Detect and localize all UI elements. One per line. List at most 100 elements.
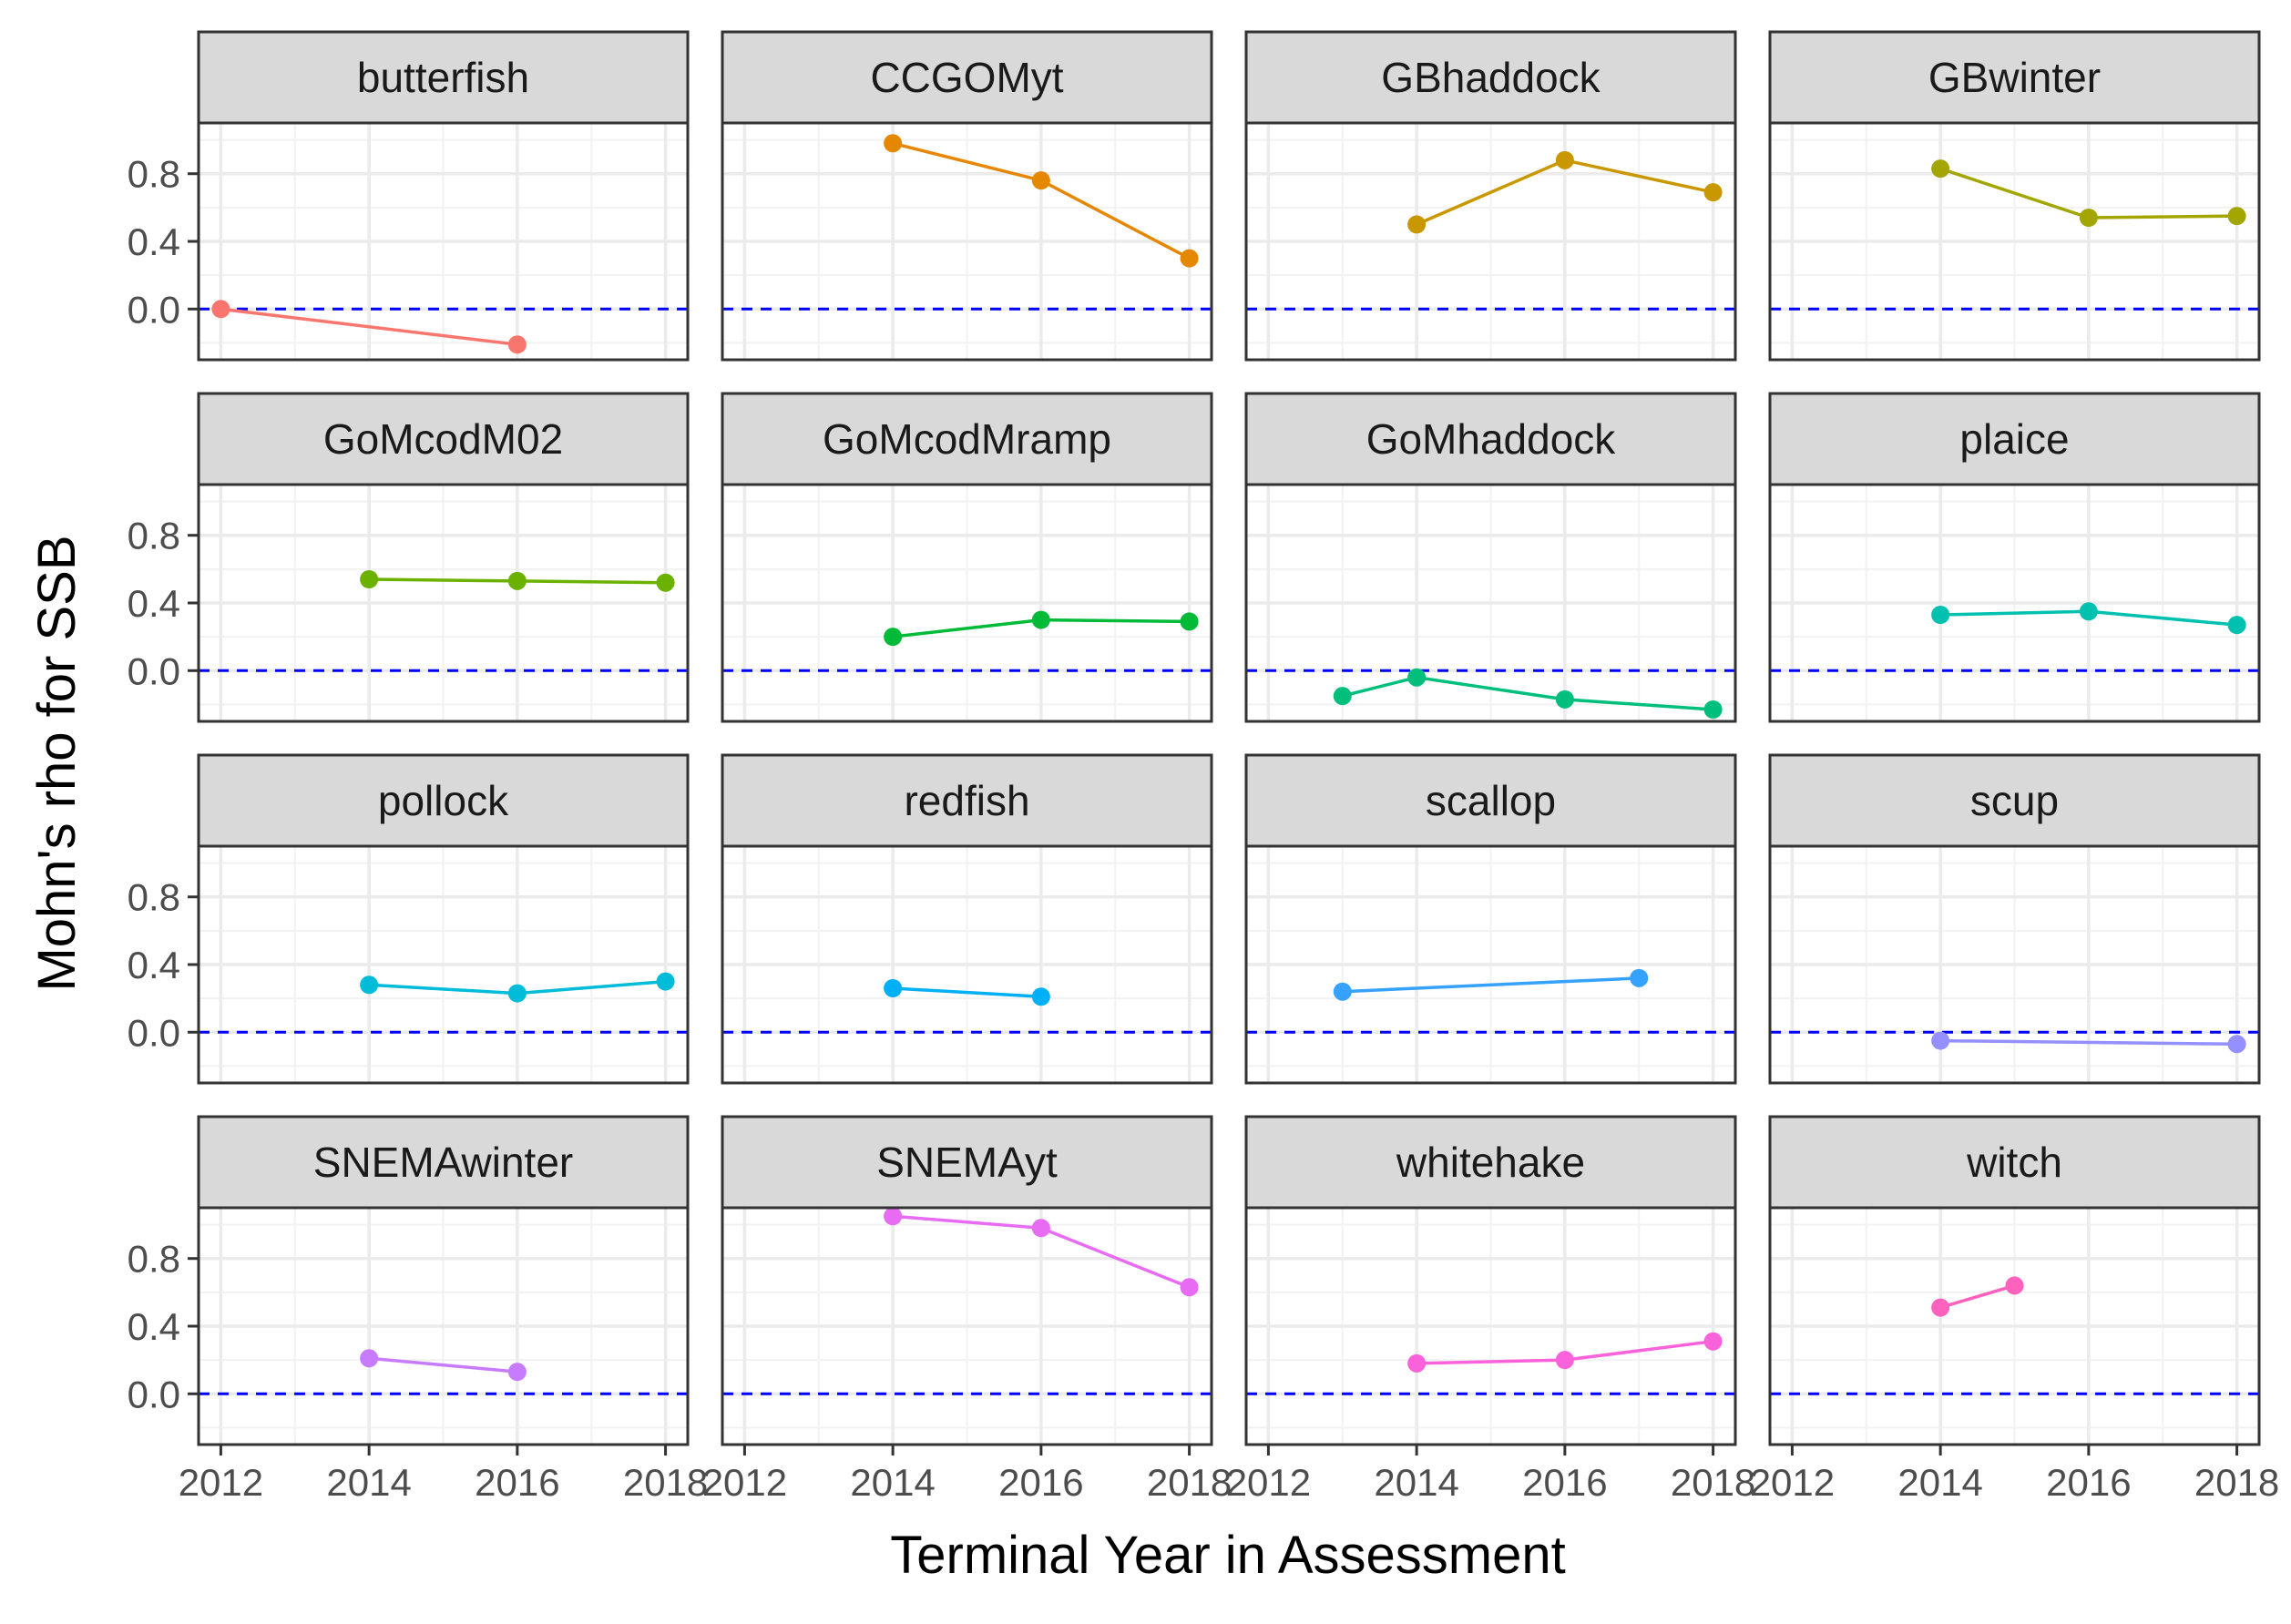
facet-panel-scup: scup — [1768, 753, 2261, 1085]
data-point — [884, 1207, 903, 1226]
data-point — [1180, 249, 1199, 268]
strip-label: pollock — [378, 777, 509, 824]
data-point — [2227, 616, 2246, 635]
strip-background — [1244, 392, 1737, 486]
data-point — [1180, 1278, 1199, 1297]
strip-label: redfish — [904, 777, 1029, 824]
panel-border — [721, 121, 1213, 362]
y-tick-label: 0.4 — [128, 1305, 180, 1348]
facet-panel-scallop: scallop — [1244, 753, 1737, 1085]
y-tick-label: 0.0 — [128, 649, 180, 692]
x-tick-label: 2018 — [1671, 1461, 1755, 1504]
panel-border — [1768, 483, 2261, 723]
data-point — [2227, 1035, 2246, 1054]
x-tick-label: 2018 — [623, 1461, 708, 1504]
y-tick-label: 0.8 — [128, 515, 180, 557]
facet-panel-pollock: pollock 0.0 0.4 0.8 — [128, 753, 690, 1085]
data-point — [1703, 700, 1723, 719]
facet-panel-witch: witch 2012 2014 2016 2018 — [1750, 1115, 2279, 1504]
series-line-witch — [1939, 1283, 2015, 1310]
series-line-scallop — [1342, 976, 1640, 994]
data-point — [1703, 183, 1723, 202]
data-point — [1630, 968, 1649, 987]
strip-label: plaice — [1959, 415, 2069, 463]
data-point — [211, 300, 230, 319]
strip-background — [1244, 30, 1737, 125]
facet-panel-redfish: redfish — [721, 753, 1213, 1085]
data-point — [1031, 171, 1050, 190]
facet-panel-plaice: plaice — [1768, 392, 2261, 723]
data-point — [507, 335, 527, 354]
panel-border — [1244, 121, 1737, 362]
strip-label: GBwinter — [1928, 54, 2101, 101]
strip-background — [1244, 1115, 1737, 1210]
x-tick-label: 2014 — [326, 1461, 411, 1504]
data-point — [1031, 610, 1050, 629]
data-point — [360, 570, 379, 588]
strip-label: SNEMAyt — [876, 1139, 1058, 1186]
data-point — [2079, 602, 2098, 621]
strip-label: scallop — [1426, 777, 1556, 824]
y-tick-label: 0.0 — [128, 1011, 180, 1054]
strip-label: scup — [1970, 777, 2059, 824]
strip-label: butterfish — [357, 54, 529, 101]
y-tick-label: 0.0 — [128, 1373, 180, 1415]
x-tick-label: 2014 — [1897, 1461, 1982, 1504]
facet-panel-SNEMAyt: SNEMAyt 2012 2014 2016 2018 — [702, 1115, 1232, 1504]
data-point — [1407, 215, 1427, 234]
strip-background — [721, 1115, 1213, 1210]
data-point — [1031, 1219, 1050, 1238]
series-line-redfish — [893, 986, 1041, 999]
x-tick-label: 2016 — [1522, 1461, 1607, 1504]
data-point — [1031, 987, 1050, 1006]
data-point — [360, 1349, 379, 1368]
x-tick-label: 2016 — [475, 1461, 559, 1504]
x-tick-label: 2014 — [1374, 1461, 1458, 1504]
strip-label: whitehake — [1396, 1139, 1585, 1186]
strip-background — [1768, 30, 2261, 125]
data-point — [2005, 1276, 2024, 1295]
data-point — [507, 571, 527, 590]
x-axis-title: Terminal Year in Assessment — [890, 1526, 1565, 1585]
series-line-scup — [1940, 1038, 2237, 1047]
strip-background — [1768, 1115, 2261, 1210]
series-line-SNEMAwinter — [368, 1356, 518, 1374]
strip-background — [721, 30, 1213, 125]
y-tick-label: 0.8 — [128, 1238, 180, 1281]
panel-border — [1244, 483, 1737, 723]
x-tick-label: 2012 — [179, 1461, 263, 1504]
data-point — [1333, 687, 1352, 706]
y-axis-title: Mohn's rho for SSB — [27, 535, 87, 991]
facet-panel-GoMcodMramp: GoMcodMramp — [721, 392, 1213, 723]
panel-border — [721, 1206, 1213, 1446]
series-line-butterfish — [220, 307, 518, 347]
strip-background — [1244, 753, 1737, 848]
data-point — [1931, 1031, 1950, 1050]
y-tick-label: 0.8 — [128, 876, 180, 919]
strip-label: witch — [1966, 1139, 2062, 1186]
x-tick-label: 2016 — [2046, 1461, 2131, 1504]
panel-border — [1768, 121, 2261, 362]
data-point — [1931, 1298, 1950, 1317]
strip-label: SNEMAwinter — [313, 1139, 573, 1186]
y-tick-label: 0.0 — [128, 288, 180, 331]
facet-panel-whitehake: whitehake 2012 2014 2016 2018 — [1226, 1115, 1755, 1504]
data-point — [1180, 612, 1199, 631]
facet-panel-GoMcodM02: GoMcodM02 0.0 0.4 0.8 — [128, 392, 690, 723]
data-point — [1931, 606, 1950, 624]
strip-label: CCGOMyt — [870, 54, 1063, 101]
data-point — [1555, 1351, 1574, 1370]
x-tick-label: 2012 — [1750, 1461, 1835, 1504]
data-point — [2227, 207, 2246, 226]
x-tick-label: 2012 — [702, 1461, 787, 1504]
panel-border — [1244, 844, 1737, 1085]
panel-border — [721, 483, 1213, 723]
panel-border — [1768, 844, 2261, 1085]
data-point — [507, 984, 527, 1003]
data-point — [2079, 209, 2098, 227]
data-point — [884, 979, 903, 997]
facet-panel-CCGOMyt: CCGOMyt — [721, 30, 1213, 362]
panel-border — [1768, 1206, 2261, 1446]
